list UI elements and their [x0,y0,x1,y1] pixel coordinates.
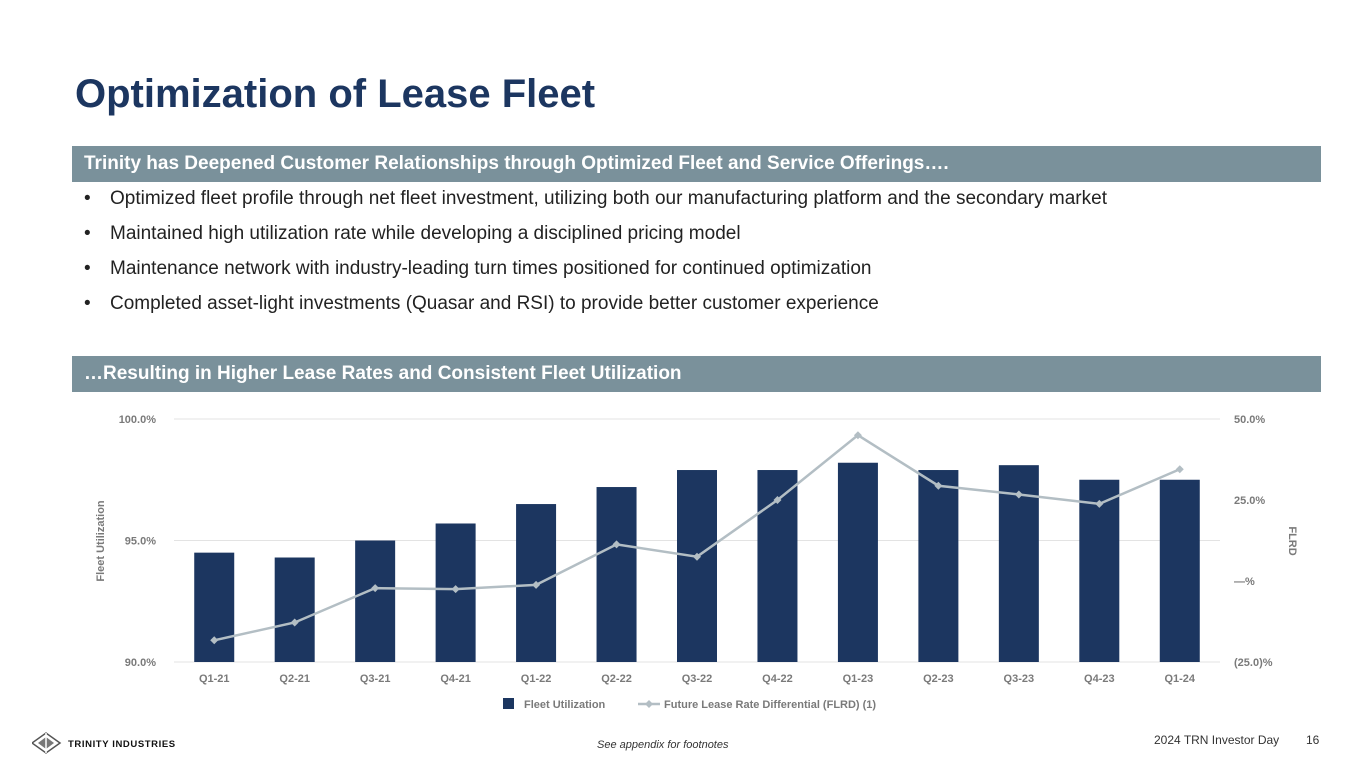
x-axis-tick-label: Q4-22 [762,673,793,685]
point-flrd [532,580,541,589]
bar-fleet-utilization [194,552,235,662]
x-axis-tick-label: Q1-22 [521,673,552,685]
point-flrd [210,636,219,645]
x-axis-tick-label: Q4-21 [440,673,471,685]
point-flrd [934,481,943,490]
point-flrd [1095,499,1104,508]
right-axis-title: FLRD [1286,526,1298,555]
point-flrd [773,496,782,504]
section-banner-top: Trinity has Deepened Customer Relationsh… [72,146,1321,182]
legend-marker-flrd [645,700,653,708]
x-axis-tick-label: Q1-23 [843,673,874,685]
bullet-text: Maintained high utilization rate while d… [110,223,741,244]
right-axis-tick-label: —% [1234,576,1255,588]
legend-label: Future Lease Rate Differential (FLRD) (1… [664,699,876,711]
x-axis-tick-label: Q2-21 [279,673,310,685]
right-axis-tick-label: (25.0)% [1234,657,1273,669]
bullet-dot: • [84,223,91,244]
page-number: 16 [1306,733,1320,747]
x-axis-tick-label: Q2-22 [601,673,632,685]
x-axis-tick-label: Q3-21 [360,673,391,685]
point-flrd [612,540,621,549]
trinity-logo-icon [30,732,62,754]
point-flrd [451,585,460,594]
right-axis-tick-label: 25.0% [1234,495,1265,507]
bar-fleet-utilization [355,540,396,662]
section-banner-bottom: …Resulting in Higher Lease Rates and Con… [72,356,1321,392]
x-axis-tick-label: Q3-22 [682,673,713,685]
legend-label: Fleet Utilization [524,699,606,711]
point-flrd [371,584,380,593]
page-title: Optimization of Lease Fleet [75,72,596,116]
point-flrd [1175,465,1184,474]
bar-fleet-utilization [596,487,637,662]
point-flrd [693,552,701,561]
bullet-dot: • [84,258,91,279]
event-label: 2024 TRN Investor Day [1154,733,1280,747]
bar-fleet-utilization [1159,479,1200,662]
bullet-item: • Completed asset-light investments (Quas… [84,291,1284,317]
bar-fleet-utilization [274,557,315,662]
left-axis-tick-label: 100.0% [119,414,157,426]
bullet-text: Maintenance network with industry-leadin… [110,258,872,279]
right-axis-tick-label: 50.0% [1234,414,1265,426]
trinity-logo: TRINITY INDUSTRIES [30,730,202,763]
x-axis-tick-label: Q1-24 [1164,673,1195,685]
point-flrd [1014,490,1023,499]
legend-swatch-fleet-utilization [503,698,514,709]
bar-fleet-utilization [837,462,878,662]
bullet-list: • Optimized fleet profile through net fle… [84,186,1284,326]
logo-text: TRINITY INDUSTRIES [68,739,176,750]
point-flrd [290,618,299,627]
left-axis-tick-label: 95.0% [125,536,156,548]
bullet-dot: • [84,188,91,209]
x-axis-tick-label: Q4-23 [1084,673,1115,685]
bullet-text: Completed asset-light investments (Quasa… [110,293,879,314]
left-axis-tick-label: 90.0% [125,657,156,669]
bar-fleet-utilization [1079,479,1120,662]
left-axis-title: Fleet Utilization [95,500,107,582]
x-axis-tick-label: Q1-21 [199,673,230,685]
bullet-text: Optimized fleet profile through net flee… [110,188,1107,209]
bullet-item: • Maintained high utilization rate while … [84,221,1284,247]
x-axis-tick-label: Q3-23 [1004,673,1035,685]
footnote-text: See appendix for footnotes [597,739,729,751]
x-axis-tick-label: Q2-23 [923,673,954,685]
bar-fleet-utilization [677,470,717,662]
bullet-dot: • [84,293,91,314]
bar-fleet-utilization [918,470,959,662]
bullet-item: • Optimized fleet profile through net fle… [84,186,1230,212]
point-flrd [853,431,862,440]
bullet-item: • Maintenance network with industry-leadi… [84,256,1284,282]
